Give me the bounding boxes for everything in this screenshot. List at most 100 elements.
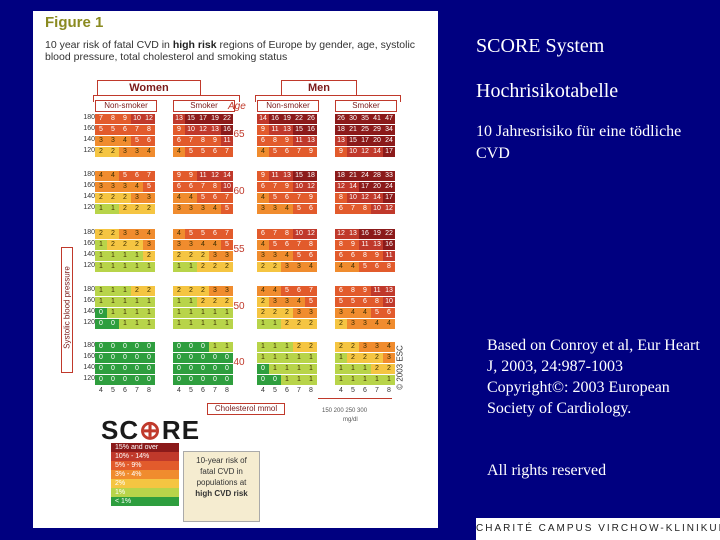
risk-cell: 21 <box>347 171 359 181</box>
risk-cell: 0 <box>107 319 119 329</box>
risk-cell: 0 <box>119 375 131 385</box>
risk-cell: 6 <box>131 171 143 181</box>
risk-cell: 3 <box>209 286 221 296</box>
risk-cell: 0 <box>143 364 155 374</box>
cholesterol-label: 7 <box>135 387 139 394</box>
risk-cell: 0 <box>197 353 209 363</box>
risk-cell: 0 <box>185 342 197 352</box>
risk-cell: 2 <box>371 364 383 374</box>
risk-cell: 8 <box>107 114 119 124</box>
risk-cell: 1 <box>257 353 269 363</box>
risk-cell: 19 <box>371 229 383 239</box>
risk-cell: 9 <box>371 251 383 261</box>
risk-cell: 12 <box>359 147 371 157</box>
risk-cell: 4 <box>209 240 221 250</box>
cholesterol-label: 6 <box>285 387 289 394</box>
risk-cell: 5 <box>293 204 305 214</box>
cholesterol-label: 4 <box>339 387 343 394</box>
risk-cell: 0 <box>185 353 197 363</box>
risk-cell: 1 <box>95 297 107 307</box>
risk-cell: 0 <box>173 342 185 352</box>
risk-cell: 6 <box>257 229 269 239</box>
risk-cell: 0 <box>143 342 155 352</box>
risk-cell: 9 <box>257 171 269 181</box>
risk-cell: 5 <box>335 297 347 307</box>
risk-cell: 13 <box>281 171 293 181</box>
risk-cell: 3 <box>383 353 395 363</box>
risk-cell: 6 <box>209 193 221 203</box>
risk-cell: 8 <box>359 251 371 261</box>
risk-cell: 12 <box>197 125 209 135</box>
risk-cell: 4 <box>143 229 155 239</box>
risk-cell: 4 <box>185 193 197 203</box>
risk-cell: 3 <box>293 262 305 272</box>
risk-cell: 1 <box>197 308 209 318</box>
risk-cell: 16 <box>269 114 281 124</box>
risk-cell: 4 <box>347 262 359 272</box>
risk-cell: 17 <box>359 182 371 192</box>
risk-cell: 7 <box>293 193 305 203</box>
risk-cell: 7 <box>95 114 107 124</box>
bp-label: 140 <box>83 193 95 200</box>
figure-caption: 10 year risk of fatal CVD in high risk r… <box>45 39 416 63</box>
risk-cell: 3 <box>119 229 131 239</box>
risk-cell: 1 <box>107 204 119 214</box>
risk-cell: 2 <box>281 308 293 318</box>
risk-cell: 3 <box>293 308 305 318</box>
cholesterol-label: 6 <box>201 387 205 394</box>
risk-cell: 13 <box>371 240 383 250</box>
risk-cell: 33 <box>383 171 395 181</box>
risk-cell: 0 <box>143 353 155 363</box>
risk-cell: 11 <box>269 125 281 135</box>
risk-cell: 4 <box>257 286 269 296</box>
risk-cell: 8 <box>281 229 293 239</box>
bp-label: 180 <box>83 171 95 178</box>
risk-cell: 1 <box>143 319 155 329</box>
women-brace <box>93 95 240 102</box>
age-label: 50 <box>233 301 245 312</box>
risk-cell: 0 <box>131 364 143 374</box>
risk-cell: 5 <box>197 193 209 203</box>
risk-cell: 5 <box>95 125 107 135</box>
risk-cell: 4 <box>269 286 281 296</box>
risk-cell: 6 <box>281 240 293 250</box>
risk-cell: 4 <box>173 229 185 239</box>
risk-cell: 1 <box>143 308 155 318</box>
risk-cell: 2 <box>143 204 155 214</box>
risk-cell: 2 <box>197 286 209 296</box>
risk-cell: 0 <box>95 364 107 374</box>
risk-cell: 3 <box>269 204 281 214</box>
risk-cell: 1 <box>293 375 305 385</box>
risk-cell: 5 <box>107 125 119 135</box>
risk-cell: 16 <box>221 125 233 135</box>
risk-cell: 1 <box>221 308 233 318</box>
risk-cell: 2 <box>185 251 197 261</box>
risk-cell: 2 <box>119 204 131 214</box>
risk-cell: 2 <box>383 364 395 374</box>
risk-cell: 0 <box>107 364 119 374</box>
risk-cell: 6 <box>335 251 347 261</box>
risk-cell: 2 <box>95 229 107 239</box>
risk-cell: 1 <box>119 308 131 318</box>
risk-cell: 2 <box>281 319 293 329</box>
risk-cell: 7 <box>269 229 281 239</box>
risk-cell: 0 <box>197 342 209 352</box>
risk-cell: 13 <box>335 136 347 146</box>
bp-label: 160 <box>83 240 95 247</box>
risk-cell: 1 <box>131 308 143 318</box>
risk-cell: 4 <box>281 251 293 261</box>
risk-cell: 2 <box>209 262 221 272</box>
risk-cell: 3 <box>173 204 185 214</box>
risk-cell: 7 <box>293 147 305 157</box>
risk-cell: 26 <box>335 114 347 124</box>
risk-cell: 0 <box>95 342 107 352</box>
risk-cell: 2 <box>371 353 383 363</box>
risk-cell: 6 <box>143 136 155 146</box>
risk-cell: 1 <box>335 364 347 374</box>
risk-cell: 12 <box>209 171 221 181</box>
risk-cell: 30 <box>347 114 359 124</box>
risk-cell: 1 <box>173 308 185 318</box>
risk-cell: 3 <box>95 136 107 146</box>
risk-cell: 4 <box>209 204 221 214</box>
risk-cell: 2 <box>143 286 155 296</box>
